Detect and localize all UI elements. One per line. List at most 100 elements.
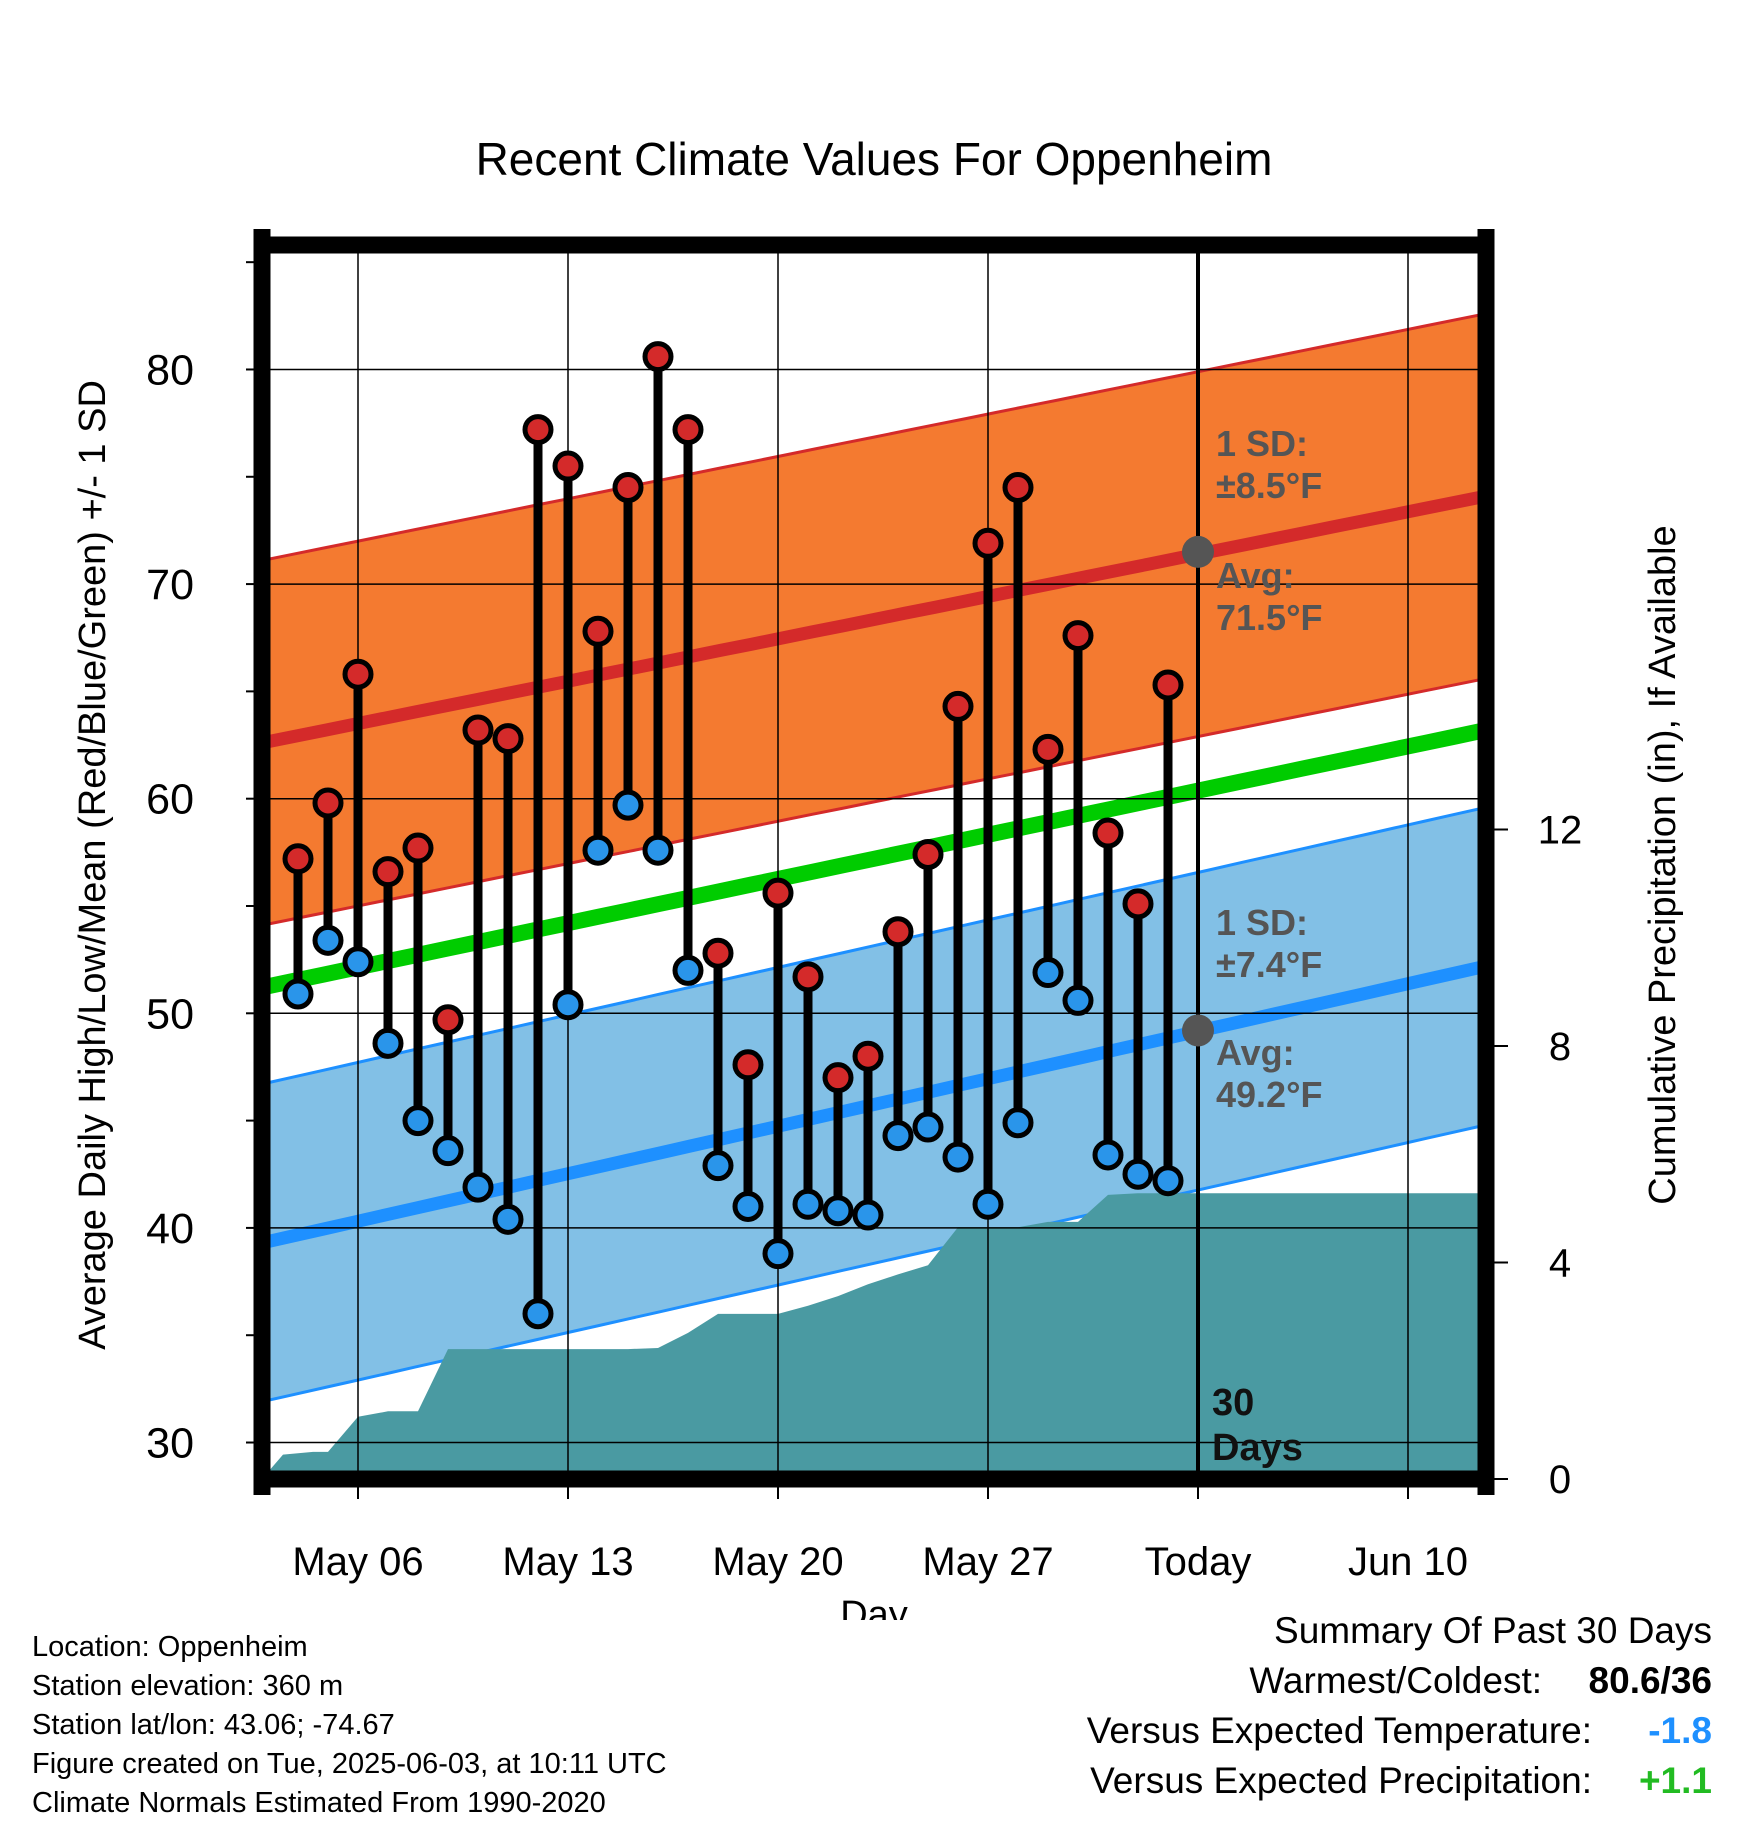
x-tick-label: May 20: [712, 1540, 843, 1584]
location-text: Location: Oppenheim: [32, 1631, 308, 1663]
y2-tick-label: 4: [1549, 1242, 1571, 1286]
precip-anomaly-label: Versus Expected Precipitation:: [1090, 1760, 1592, 1801]
daily-low-point: [402, 1105, 434, 1137]
daily-high-point: [432, 1004, 464, 1036]
high-sd-annotation: 1 SD: ±8.5°F: [1216, 423, 1322, 506]
daily-high-point: [1032, 733, 1064, 765]
low-avg-annotation-line: Avg:: [1216, 1032, 1295, 1073]
daily-low-point: [1032, 957, 1064, 989]
y-tick-label: 70: [146, 561, 194, 609]
y2-tick-label: 8: [1549, 1025, 1571, 1069]
latlon-text: Station lat/lon: 43.06; -74.67: [32, 1709, 395, 1741]
daily-high-point: [732, 1049, 764, 1081]
daily-high-point: [372, 856, 404, 888]
daily-high-point: [972, 527, 1004, 559]
y2-tick-label: 0: [1549, 1458, 1571, 1502]
x-tick-label: May 13: [502, 1540, 633, 1584]
daily-high-point: [342, 658, 374, 690]
daily-high-point: [1122, 888, 1154, 920]
daily-low-point: [762, 1238, 794, 1270]
low-sd-annotation-line: 1 SD:: [1216, 902, 1308, 943]
daily-low-point: [642, 834, 674, 866]
high-avg-annotation-line: Avg:: [1216, 555, 1295, 596]
high-avg-annotation: Avg: 71.5°F: [1216, 555, 1322, 638]
y-tick-label: 30: [146, 1420, 194, 1468]
daily-low-point: [612, 789, 644, 821]
summary-title: Summary Of Past 30 Days: [1274, 1610, 1712, 1651]
station-info: Location: Oppenheim Station elevation: 3…: [32, 1628, 667, 1823]
daily-low-point: [282, 978, 314, 1010]
daily-high-point: [672, 414, 704, 446]
high-sd-annotation-line: ±8.5°F: [1216, 465, 1322, 506]
x-axis-label: Day: [840, 1594, 908, 1620]
daily-low-point: [1092, 1139, 1124, 1171]
daily-high-point: [642, 341, 674, 373]
today-low-avg-marker: [1182, 1014, 1214, 1047]
y-tick-label: 80: [146, 346, 194, 394]
daily-high-point: [702, 937, 734, 969]
elevation-text: Station elevation: 360 m: [32, 1670, 344, 1702]
daily-high-point: [1152, 669, 1184, 701]
x-tick-label: Today: [1145, 1540, 1252, 1584]
y2-axis-label: Cumulative Precipitation (in), If Availa…: [1642, 525, 1684, 1204]
y2-tick-label: 12: [1538, 809, 1583, 853]
daily-high-point: [912, 838, 944, 870]
daily-high-point: [942, 690, 974, 722]
normal-mean-line: [262, 722, 1486, 996]
daily-high-point: [882, 916, 914, 948]
today-days-label-line: Days: [1212, 1427, 1303, 1469]
climate-chart: Recent Climate Values For Oppenheim Aver…: [72, 133, 1684, 1620]
daily-low-point: [462, 1171, 494, 1203]
daily-low-point: [582, 834, 614, 866]
today-days-label-line: 30: [1212, 1382, 1254, 1424]
daily-low-point: [312, 924, 344, 956]
normal-high-line: [262, 489, 1486, 750]
daily-high-point: [792, 961, 824, 993]
high-avg-annotation-line: 71.5°F: [1216, 597, 1322, 638]
summary-panel: Summary Of Past 30 Days Warmest/Coldest:…: [1087, 1610, 1712, 1810]
daily-high-point: [1062, 620, 1094, 652]
warmest-value: 80.6/36: [1588, 1660, 1712, 1701]
daily-low-point: [912, 1111, 944, 1143]
daily-high-point: [612, 472, 644, 504]
y-axis-label: Average Daily High/Low/Mean (Red/Blue/Gr…: [72, 380, 114, 1350]
daily-low-point: [492, 1203, 524, 1235]
daily-high-point: [552, 450, 584, 482]
daily-low-point: [1062, 984, 1094, 1016]
normal-low-band-upper-edge: [262, 805, 1486, 1086]
normals-text: Climate Normals Estimated From 1990-2020: [32, 1787, 606, 1819]
daily-low-point: [342, 946, 374, 978]
daily-low-point: [882, 1120, 914, 1152]
daily-high-point: [282, 843, 314, 875]
daily-high-point: [402, 832, 434, 864]
x-tick-label: Jun 10: [1348, 1540, 1468, 1584]
warmest-label: Warmest/Coldest:: [1249, 1660, 1542, 1701]
daily-high-point: [1002, 472, 1034, 504]
daily-low-point: [702, 1150, 734, 1182]
today-days-label: 30 Days: [1212, 1382, 1303, 1469]
daily-high-point: [822, 1062, 854, 1094]
y-tick-label: 50: [146, 990, 194, 1038]
daily-low-point: [552, 989, 584, 1021]
created-text: Figure created on Tue, 2025-06-03, at 10…: [32, 1748, 667, 1780]
daily-low-point: [852, 1199, 884, 1231]
daily-high-point: [312, 787, 344, 819]
today-high-avg-marker: [1182, 535, 1214, 568]
x-tick-label: May 27: [922, 1540, 1053, 1584]
daily-low-point: [1122, 1158, 1154, 1190]
daily-low-point: [822, 1195, 854, 1227]
x-tick-label: May 06: [292, 1540, 423, 1584]
daily-high-point: [762, 877, 794, 909]
daily-low-point: [672, 954, 704, 986]
daily-high-point: [852, 1040, 884, 1072]
normal-high-band-upper-edge: [262, 312, 1486, 562]
y-tick-label: 40: [146, 1205, 194, 1253]
daily-high-point: [522, 414, 554, 446]
temp-anomaly-label: Versus Expected Temperature:: [1086, 1710, 1592, 1751]
low-sd-annotation: 1 SD: ±7.4°F: [1216, 902, 1322, 985]
daily-low-point: [972, 1188, 1004, 1220]
daily-high-point: [1092, 817, 1124, 849]
daily-low-point: [942, 1141, 974, 1173]
low-sd-annotation-line: ±7.4°F: [1216, 944, 1322, 985]
daily-low-point: [432, 1135, 464, 1167]
